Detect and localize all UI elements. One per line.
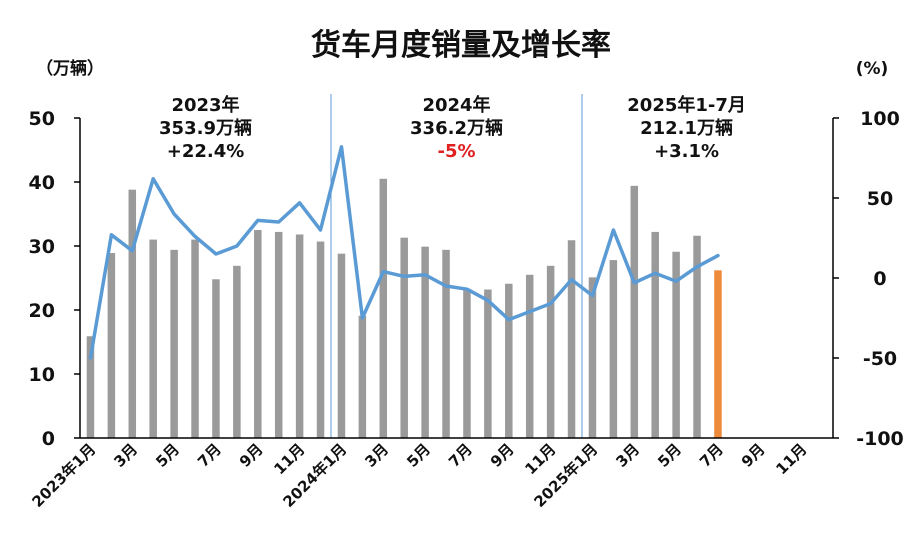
right-tick-label: -50 bbox=[863, 348, 897, 370]
bar-2024-06 bbox=[442, 249, 450, 438]
left-tick-label: 40 bbox=[29, 172, 55, 194]
bar-2023-02 bbox=[107, 253, 116, 438]
x-tick-label: 5月 bbox=[654, 440, 685, 471]
x-tick-label: 3月 bbox=[110, 440, 141, 471]
annotation-1-line-3: +22.4% bbox=[167, 141, 245, 162]
annotation-3-line-1: 2025年1-7月 bbox=[627, 94, 746, 116]
x-tick-label: 9月 bbox=[236, 440, 267, 471]
bar-2025-02 bbox=[609, 260, 618, 438]
bar-2023-01 bbox=[86, 336, 95, 438]
bar-2024-11 bbox=[546, 265, 555, 438]
bar-2023-05 bbox=[170, 249, 178, 438]
bar-2023-12 bbox=[316, 241, 325, 438]
annotation-1-line-1: 2023年 bbox=[171, 94, 239, 116]
x-tick-label: 11月 bbox=[521, 440, 559, 478]
bar-2023-11 bbox=[295, 234, 304, 438]
right-tick-label: -100 bbox=[856, 428, 904, 450]
x-tick-label: 9月 bbox=[738, 440, 769, 471]
bar-2024-03 bbox=[379, 178, 388, 439]
chart-title: 货车月度销量及增长率 bbox=[311, 28, 611, 63]
bar-2023-09 bbox=[254, 230, 262, 438]
bar-2025-05 bbox=[672, 251, 680, 438]
left-tick-label: 30 bbox=[29, 236, 55, 258]
bar-2023-03 bbox=[128, 189, 137, 438]
bar-2023-06 bbox=[191, 239, 199, 438]
bar-2024-09 bbox=[505, 283, 513, 438]
bar-2024-08 bbox=[484, 289, 492, 438]
bar-2023-04 bbox=[149, 239, 157, 438]
bar-2025-01 bbox=[588, 277, 597, 438]
bar-2024-10 bbox=[525, 274, 534, 438]
x-tick-label: 2023年1月 bbox=[28, 440, 99, 511]
bar-2024-01 bbox=[337, 253, 346, 438]
right-tick-label: 0 bbox=[873, 268, 886, 290]
bar-2025-03 bbox=[630, 185, 639, 438]
right-axis-unit: (%) bbox=[856, 59, 889, 79]
bar-2024-04 bbox=[400, 237, 408, 438]
bar-2023-07 bbox=[212, 279, 220, 438]
right-tick-label: 50 bbox=[867, 188, 893, 210]
bar-2024-07 bbox=[463, 288, 471, 438]
growth-rate-line bbox=[88, 145, 720, 360]
x-tick-label: 7月 bbox=[194, 440, 225, 471]
bar-2024-02 bbox=[358, 315, 367, 438]
annotation-3-line-3: +3.1% bbox=[654, 141, 719, 162]
right-tick-label: 100 bbox=[860, 108, 900, 130]
bar-2023-08 bbox=[233, 265, 241, 438]
x-tick-label: 11月 bbox=[772, 440, 810, 478]
left-tick-label: 0 bbox=[42, 428, 55, 450]
annotation-2-line-3: -5% bbox=[437, 141, 475, 162]
x-tick-label: 3月 bbox=[612, 440, 643, 471]
annotation-1-line-2: 353.9万辆 bbox=[159, 117, 252, 139]
left-tick-label: 10 bbox=[29, 364, 55, 386]
left-axis-unit: （万辆） bbox=[36, 58, 104, 79]
x-tick-label: 7月 bbox=[696, 440, 727, 471]
x-tick-label: 5月 bbox=[403, 440, 434, 471]
bar-2025-07 bbox=[714, 270, 722, 438]
x-tick-label: 7月 bbox=[445, 440, 476, 471]
bar-2025-06 bbox=[693, 235, 701, 438]
bar-2023-10 bbox=[274, 231, 283, 438]
bar-2025-04 bbox=[651, 231, 659, 438]
x-tick-label: 11月 bbox=[270, 440, 308, 478]
left-tick-label: 50 bbox=[29, 108, 55, 130]
x-tick-label: 9月 bbox=[487, 440, 518, 471]
x-tick-label: 5月 bbox=[152, 440, 183, 471]
left-tick-label: 20 bbox=[29, 300, 55, 322]
bar-2024-05 bbox=[421, 246, 429, 438]
annotation-3-line-2: 212.1万辆 bbox=[640, 117, 733, 139]
annotation-2-line-2: 336.2万辆 bbox=[410, 117, 503, 139]
bar-2024-12 bbox=[567, 240, 576, 438]
x-tick-label: 3月 bbox=[361, 440, 392, 471]
annotation-2-line-1: 2024年 bbox=[422, 94, 490, 116]
